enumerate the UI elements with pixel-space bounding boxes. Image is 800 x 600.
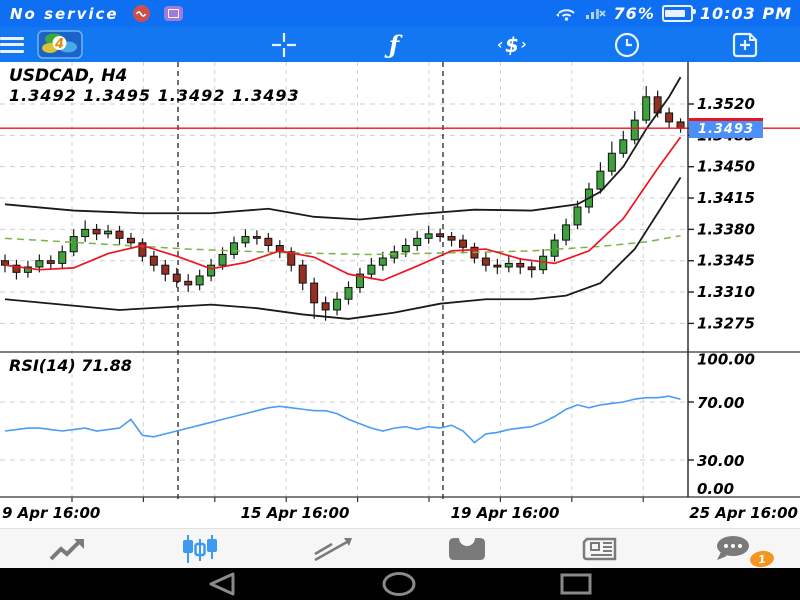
battery-icon (661, 5, 696, 22)
price-chart[interactable]: 1.35201.34851.34501.34151.33801.33451.33… (0, 62, 800, 528)
svg-text:1.3520: 1.3520 (697, 95, 755, 113)
toolbar: 4 ƒ ‹ $ › (0, 27, 800, 62)
rsi-indicator-label: RSI(14) 71.88 (9, 356, 132, 375)
nav-history[interactable] (400, 529, 533, 569)
svg-text:1.3310: 1.3310 (697, 283, 755, 301)
symbol-title: USDCAD, H4 (9, 66, 128, 86)
timeframes-button[interactable] (605, 27, 649, 62)
nav-charts[interactable] (133, 529, 266, 569)
current-price-badge: 1.3493 (689, 118, 763, 138)
nav-messages[interactable]: 1 (667, 529, 800, 569)
svg-text:30.00: 30.00 (697, 452, 744, 470)
menu-button[interactable] (0, 27, 30, 62)
recents-icon (560, 573, 592, 595)
wifi-icon (554, 3, 578, 25)
svg-text:9 Apr 16:00: 9 Apr 16:00 (2, 504, 100, 522)
carrier-label: No service (10, 4, 119, 23)
ohlc-values: 1.3492 1.3495 1.3492 1.3493 (9, 86, 300, 105)
bollinger-lower-line (4, 176, 682, 320)
crosshair-icon (272, 32, 296, 57)
news-icon (582, 537, 617, 561)
android-home-button[interactable] (369, 568, 429, 600)
ma-red-line (4, 136, 682, 282)
svg-text:1.3415: 1.3415 (697, 189, 755, 207)
android-recents-button[interactable] (546, 568, 606, 600)
trade-icon (314, 538, 353, 562)
nav-news[interactable] (533, 529, 666, 569)
svg-text:1.3275: 1.3275 (697, 314, 755, 332)
date-axis-labels: 9 Apr 16:00 15 Apr 16:00 19 Apr 16:00 25 Ap… (2, 504, 798, 522)
objects-button[interactable]: ‹ $ › (485, 27, 539, 62)
svg-text:0.00: 0.00 (697, 480, 734, 498)
svg-text:25 Apr 16:00: 25 Apr 16:00 (689, 504, 798, 522)
rsi-axis-labels: 100.00 70.00 30.00 0.00 (688, 351, 755, 498)
rsi-line (4, 395, 681, 444)
sync-error-icon (132, 5, 150, 22)
svg-text:4: 4 (54, 37, 64, 52)
chat-icon (717, 536, 750, 560)
android-navigation-bar (0, 568, 800, 600)
status-bar: No service 76% (0, 0, 800, 27)
screenshot-icon (163, 6, 183, 21)
status-indicators: 76% 10:03 PM (554, 3, 792, 25)
svg-text:19 Apr 16:00: 19 Apr 16:00 (451, 504, 560, 522)
no-sim-signal-icon (585, 3, 607, 25)
hamburger-icon (0, 36, 24, 53)
svg-text:70.00: 70.00 (697, 394, 744, 412)
bottom-navigation: 1 (0, 528, 800, 569)
svg-text:1.3380: 1.3380 (697, 220, 755, 238)
chart-background (0, 62, 800, 528)
clock-icon (614, 32, 640, 57)
candlestick-series (1, 86, 685, 321)
home-icon (382, 572, 416, 596)
function-icon: ƒ (388, 30, 400, 59)
back-icon (209, 572, 235, 596)
nav-trade[interactable] (267, 529, 400, 569)
app-logo[interactable]: 4 (36, 27, 84, 62)
quotes-icon (49, 539, 84, 561)
ma-green-dashed-line (4, 234, 681, 256)
svg-text:15 Apr 16:00: 15 Apr 16:00 (241, 504, 350, 522)
bollinger-upper-line (4, 76, 682, 221)
charts-icon (182, 535, 217, 563)
history-icon (448, 538, 485, 560)
objects-dollar-icon: ‹ $ › (497, 32, 527, 57)
crosshair-button[interactable] (262, 27, 306, 62)
time-gridlines (71, 62, 644, 497)
nav-quotes[interactable] (0, 529, 133, 569)
svg-text:1.3450: 1.3450 (697, 158, 755, 176)
indicators-button[interactable]: ƒ (372, 27, 416, 62)
svg-text:100.00: 100.00 (697, 351, 755, 369)
price-gridlines (0, 103, 688, 461)
mt4-logo-icon: 4 (37, 30, 83, 59)
status-time: 10:03 PM (699, 4, 792, 23)
week-separator-lines (177, 62, 444, 503)
battery-percent: 76% (613, 4, 655, 23)
add-chart-icon (732, 32, 758, 57)
svg-text:1.3345: 1.3345 (697, 252, 755, 270)
new-chart-button[interactable] (722, 27, 768, 62)
android-back-button[interactable] (192, 568, 252, 600)
